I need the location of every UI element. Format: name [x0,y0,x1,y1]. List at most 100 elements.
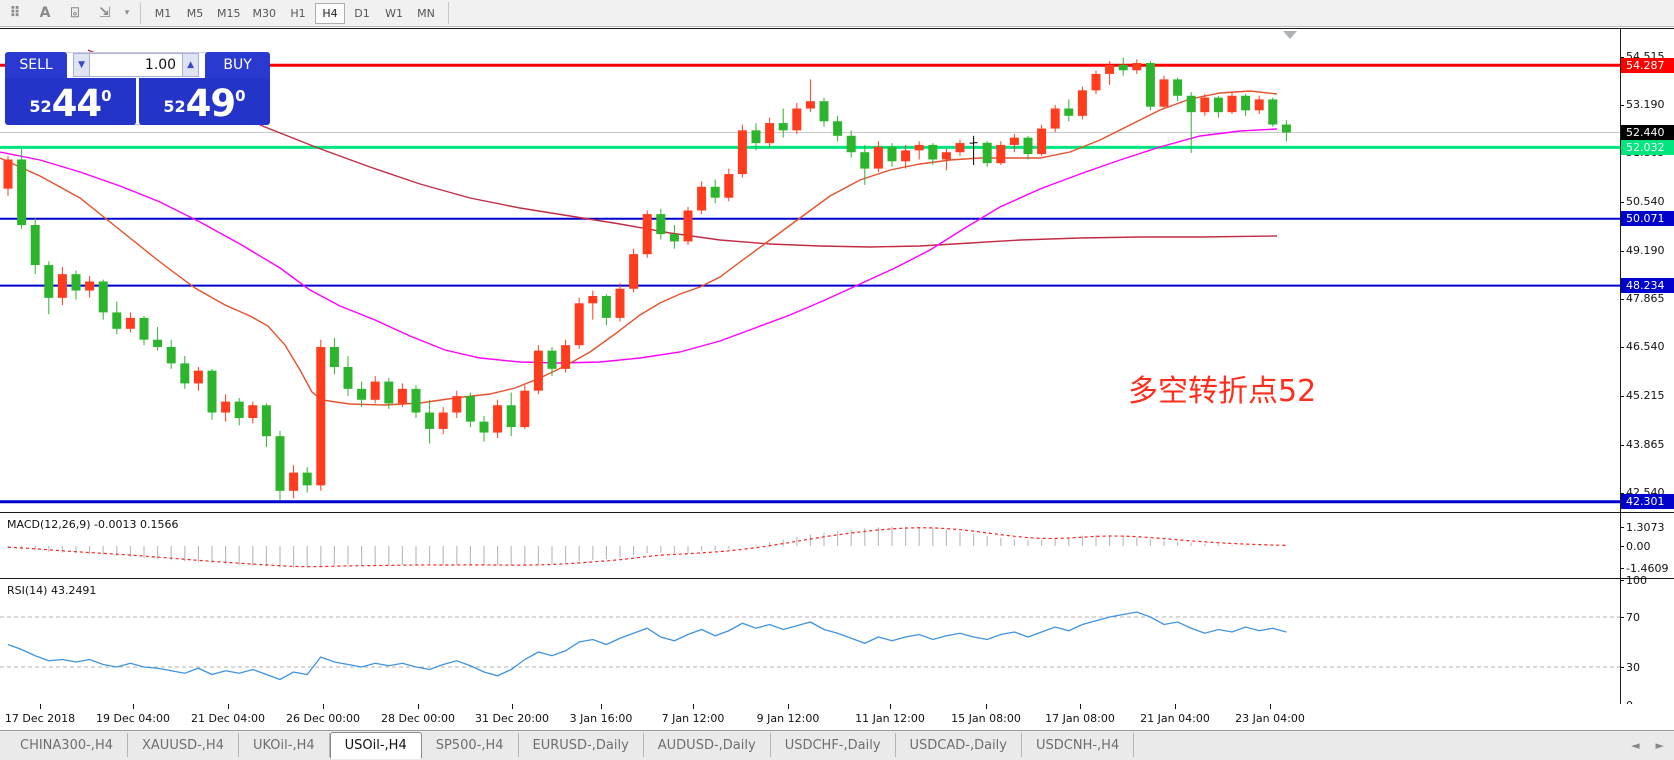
buy-price-tile[interactable]: 52 49 0 [139,78,270,125]
volume-increase-button[interactable]: ▲ [182,53,200,77]
timeframe-button-h4[interactable]: H4 [315,2,345,24]
time-tick-mark [986,704,987,709]
chart-tab-bar: CHINA300-,H4 XAUUSD-,H4 UKOil-,H4 USOil-,H4… [0,730,1674,760]
sell-button[interactable]: SELL [5,52,68,78]
tab-sp500-h4[interactable]: SP500-,H4 [422,733,519,757]
sell-price-sup: 0 [101,87,112,105]
price-axis-line [1620,28,1621,704]
price-badge-42.301: 42.301 [1621,494,1674,510]
dropdown-caret-icon[interactable]: ▾ [124,8,130,18]
text-label-icon[interactable]: A [39,5,51,21]
time-tick-mark [228,704,229,709]
tab-xauusd-h4[interactable]: XAUUSD-,H4 [128,733,239,757]
timeframe-button-m1[interactable]: M1 [154,6,172,20]
macd-canvas [7,526,1288,568]
time-axis-label: 21 Jan 04:00 [1140,712,1210,725]
timeframe-button-w1[interactable]: W1 [385,6,403,20]
macd-tick-label: 0.00 [1626,540,1651,553]
tab-usdcad-daily[interactable]: USDCAD-,Daily [896,733,1022,757]
price-tick-dash [1620,250,1624,252]
price-tick-dash [1620,444,1624,446]
time-axis-label: 7 Jan 12:00 [661,712,725,725]
price-badge-48.234: 48.234 [1621,278,1674,294]
macd-tick-label: -1.4609 [1626,561,1669,575]
time-tick-mark [323,704,324,709]
timeframe-button-m15[interactable]: M15 [217,6,241,20]
tab-usdcnh-h4[interactable]: USDCNH-,H4 [1022,733,1135,757]
time-axis-label: 15 Jan 08:00 [951,712,1021,725]
main-chart-panel[interactable]: ▲ USOil-,H4 52.660 52.780 52.200 52.440 [0,28,1674,512]
tab-eurusd-daily[interactable]: EURUSD-,Daily [519,733,644,757]
rsi-label: RSI(14) 43.2491 [7,584,97,597]
tab-usoil-h4[interactable]: USOil-,H4 [329,732,422,759]
toolbar-separator [140,2,141,24]
timeframe-button-mn[interactable]: MN [417,6,435,20]
time-axis-label: 23 Jan 04:00 [1235,712,1305,725]
tab-usdchf-daily[interactable]: USDCHF-,Daily [771,733,896,757]
rsi-tick-dash [1620,617,1624,618]
buy-price-big: 49 [185,82,236,125]
rsi-panel[interactable]: RSI(14) 43.2491 [0,578,1674,704]
price-badge-54.287: 54.287 [1621,57,1674,73]
sell-price-small: 52 [29,97,52,116]
tab-scroll-left-icon[interactable]: ◄ [1631,739,1640,752]
toolbar-icon-group: ⠿ A ⌻ ⇲ ▾ [0,2,134,24]
time-axis-label: 19 Dec 04:00 [96,712,170,725]
timeframe-group: M1 M5 M15 M30 H1 H4 D1 W1 MN [147,2,442,24]
price-chart-canvas[interactable] [0,28,1620,512]
volume-input[interactable] [90,53,183,77]
timeframe-button-m5[interactable]: M5 [186,6,204,20]
time-axis-label: 9 Jan 12:00 [756,712,820,725]
rsi-canvas [0,611,1620,681]
time-axis-label: 21 Dec 04:00 [191,712,265,725]
tab-china300-h4[interactable]: CHINA300-,H4 [6,733,128,757]
time-tick-mark [40,704,41,709]
macd-tick-dash [1620,526,1624,528]
macd-label: MACD(12,26,9) -0.0013 0.1566 [7,518,179,531]
time-axis-label: 31 Dec 20:00 [475,712,549,725]
grid-f-icon[interactable]: ⠿ [9,5,21,21]
volume-decrease-button[interactable]: ▼ [73,53,91,77]
time-axis-label: 3 Jan 16:00 [569,712,633,725]
buy-price-sup: 0 [235,87,246,105]
time-tick-mark [1175,704,1176,709]
rsi-tick-dash [1620,579,1624,581]
price-tick-label: 47.865 [1626,292,1665,306]
time-tick-mark [601,704,602,709]
time-tick-mark [418,704,419,709]
tab-ukoil-h4[interactable]: UKOil-,H4 [239,733,330,757]
time-tick-mark [693,704,694,709]
time-axis-label: 28 Dec 00:00 [381,712,455,725]
timeframe-button-d1[interactable]: D1 [354,6,370,20]
time-axis[interactable]: 17 Dec 2018 19 Dec 04:00 21 Dec 04:00 26 De… [0,704,1674,730]
buy-button[interactable]: BUY [205,52,271,78]
sell-price-tile[interactable]: 52 44 0 [5,78,136,125]
rsi-tick-label: 30 [1626,661,1640,674]
rsi-tick-label: 100 [1626,573,1647,587]
time-axis-label: 17 Jan 08:00 [1045,712,1115,725]
price-tick-dash [1620,395,1624,397]
tab-scroll-right-icon[interactable]: ► [1655,739,1664,752]
cursor-arrows-icon[interactable]: ⇲ [99,5,111,21]
time-tick-mark [1080,704,1081,709]
macd-tick-dash [1620,567,1624,569]
price-tick-label: 43.865 [1626,437,1665,451]
price-badge-50.071: 50.071 [1621,211,1674,227]
toolbar: ⠿ A ⌻ ⇲ ▾ M1 M5 M15 M30 H1 H4 D1 W1 MN [0,0,1674,27]
timeframe-button-h1[interactable]: H1 [290,6,306,20]
price-tick-label: 45.215 [1626,388,1665,402]
price-tick-label: 53.190 [1626,98,1665,112]
rsi-tick-dash [1620,667,1624,668]
price-tick-dash [1620,105,1624,107]
timeframe-button-m30[interactable]: M30 [252,6,277,20]
tab-audusd-daily[interactable]: AUDUSD-,Daily [644,733,771,757]
autoscroll-marker-icon[interactable] [1283,31,1297,39]
time-tick-mark [133,704,134,709]
text-box-icon[interactable]: ⌻ [70,5,80,21]
time-tick-mark [788,704,789,709]
price-tick-dash [1620,201,1624,203]
macd-tick-label: 1.3073 [1626,520,1665,534]
price-tick-dash [1620,347,1624,349]
